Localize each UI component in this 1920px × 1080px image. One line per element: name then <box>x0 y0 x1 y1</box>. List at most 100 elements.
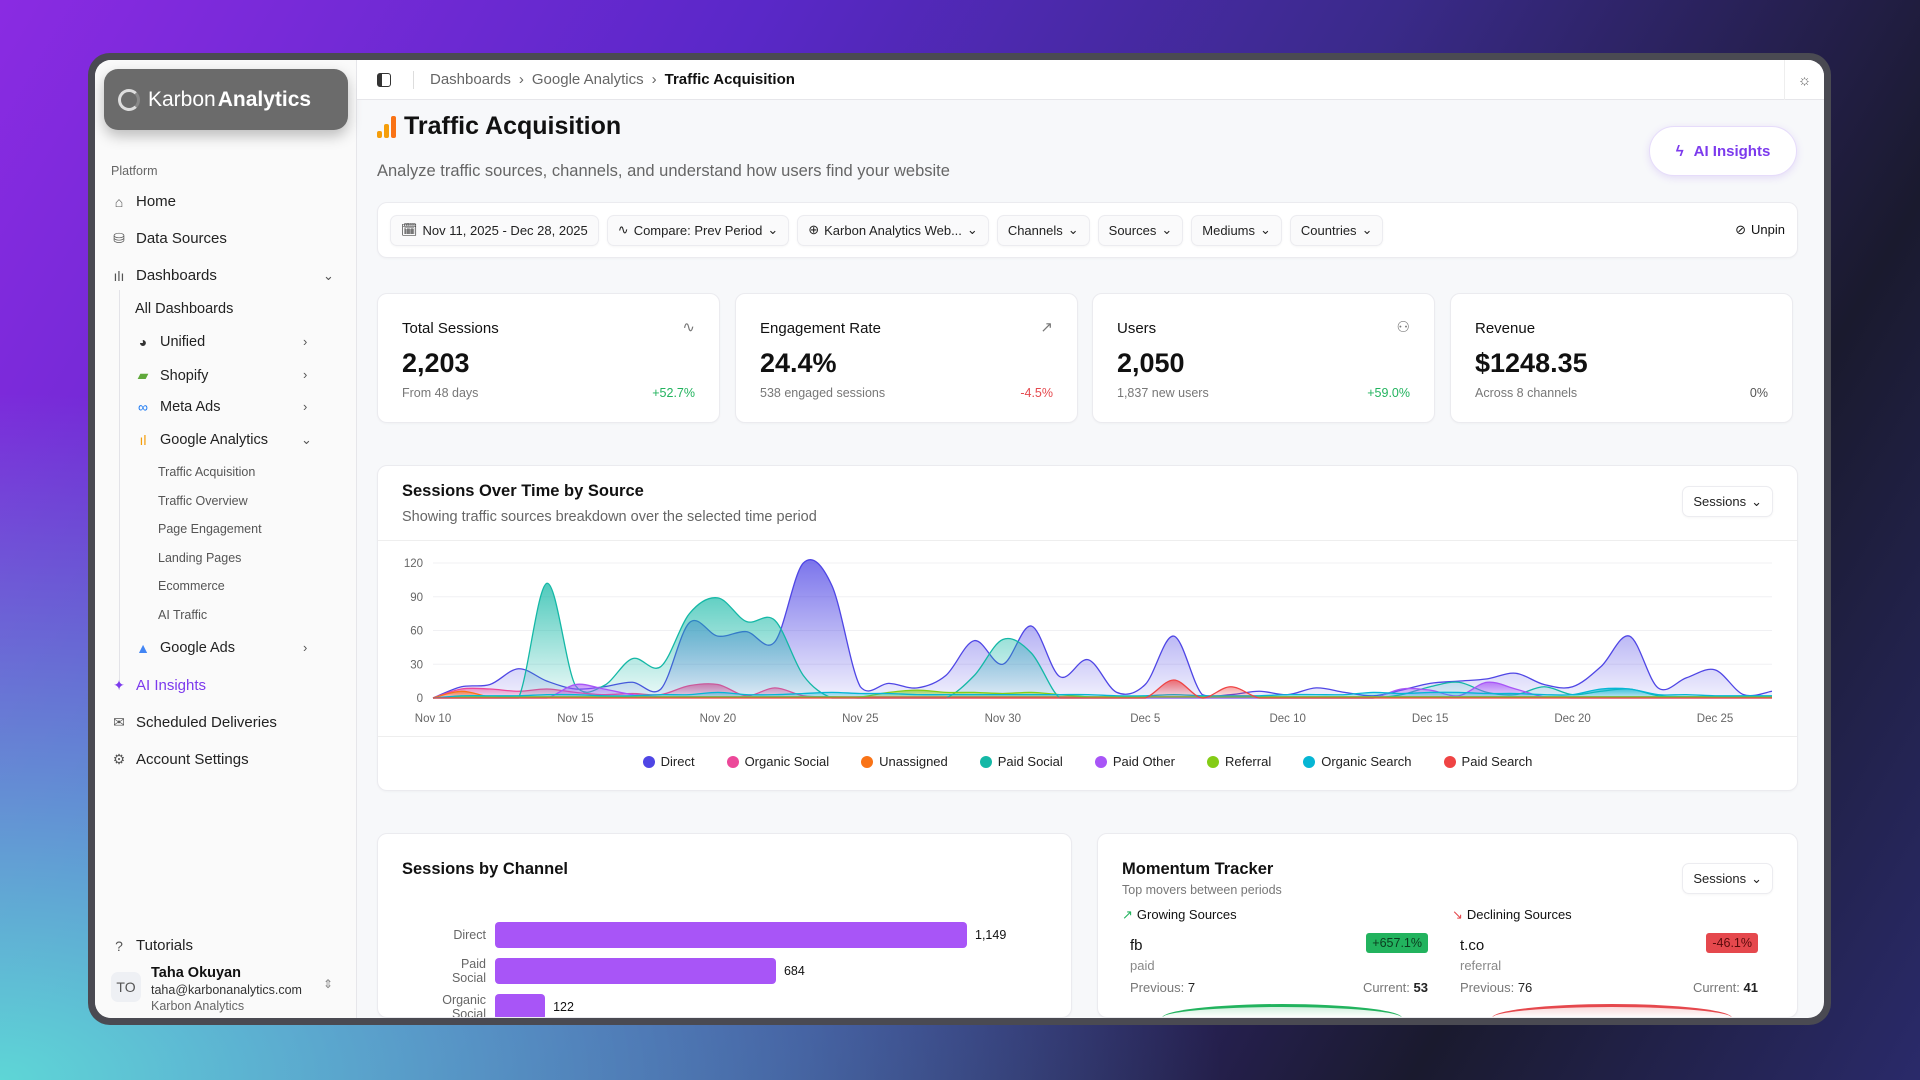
area-organic-search[interactable] <box>433 688 1772 698</box>
current-label: Current: <box>1362 980 1410 995</box>
unpin-button[interactable]: ⊘ Unpin <box>1735 222 1785 238</box>
sidebar-subitem-traffic-overview[interactable]: Traffic Overview <box>158 494 248 508</box>
legend-item[interactable]: Paid Search <box>1443 754 1533 769</box>
chart-legend: Direct Organic Social Unassigned Paid Socia… <box>378 754 1797 769</box>
y-tick-label: 60 <box>410 626 423 638</box>
card-subtitle: Top movers between periods <box>1122 883 1282 897</box>
sidebar-subitem-landing-pages[interactable]: Landing Pages <box>158 551 242 565</box>
chevron-right-icon[interactable]: › <box>303 334 308 349</box>
compare-select[interactable]: ∿ Compare: Prev Period ⌄ <box>606 214 790 246</box>
sidebar-item-dashboards[interactable]: ılı Dashboards <box>111 267 217 284</box>
breadcrumb-google-analytics[interactable]: Google Analytics <box>531 71 644 88</box>
activity-icon: ∿ <box>682 319 695 336</box>
sidebar-item-all-dashboards[interactable]: All Dashboards <box>135 301 233 317</box>
mover-item[interactable]: t.co referral -46.1% Previous: 76 Curren… <box>1460 933 1758 997</box>
sidebar-item-google-ads[interactable]: ▲ Google Ads <box>135 640 235 656</box>
kpi-value: 2,203 <box>402 348 470 378</box>
trend-declining-icon: ↘ <box>1452 907 1463 922</box>
mediums-label: Mediums <box>1202 222 1256 238</box>
kpi-title: Engagement Rate <box>760 320 881 337</box>
sidebar-item-meta-ads[interactable]: ∞ Meta Ads <box>135 399 220 415</box>
previous-label: Previous: <box>1130 980 1185 995</box>
countries-filter[interactable]: Countries ⌄ <box>1289 214 1384 246</box>
google-analytics-icon <box>377 115 396 138</box>
area-paid-social[interactable] <box>433 583 1772 698</box>
bar[interactable] <box>495 994 546 1017</box>
sidebar-subitem-page-engagement[interactable]: Page Engagement <box>158 522 262 536</box>
previous-label: Previous: <box>1460 980 1515 995</box>
property-select[interactable]: ⊕ Karbon Analytics Web... ⌄ <box>797 214 989 246</box>
brand-name-light: Karbon <box>148 87 216 111</box>
mover-delta-badge: -46.1% <box>1706 933 1758 953</box>
bar-category-label: Organic Social <box>442 993 486 1018</box>
property-label: Karbon Analytics Web... <box>824 222 962 238</box>
legend-item[interactable]: Direct <box>642 754 695 769</box>
metric-select[interactable]: Sessions ⌄ <box>1682 486 1773 517</box>
sidebar-item-label: All Dashboards <box>135 301 234 317</box>
sidebar-subitem-ecommerce[interactable]: Ecommerce <box>158 579 225 593</box>
sparkles-icon: ✦ <box>113 677 125 693</box>
sidebar-item-scheduled-deliveries[interactable]: ✉ Scheduled Deliveries <box>111 714 277 731</box>
mover-item[interactable]: fb paid +657.1% Previous: 7 Current: 53 <box>1130 933 1428 997</box>
legend-item[interactable]: Paid Other <box>1094 754 1175 769</box>
heading-label: Growing Sources <box>1136 907 1237 922</box>
sidebar-item-google-analytics[interactable]: ıl Google Analytics <box>135 432 269 448</box>
bar-category-label: Paid Social <box>451 957 486 985</box>
chevron-right-icon[interactable]: › <box>303 640 308 655</box>
sidebar-item-label: Account Settings <box>136 751 249 768</box>
mediums-filter[interactable]: Mediums ⌄ <box>1191 214 1282 246</box>
date-range-picker[interactable]: 🗓 Nov 11, 2025 - Dec 28, 2025 <box>390 214 599 246</box>
shopify-icon: ▰ <box>137 367 149 383</box>
sidebar-item-home[interactable]: ⌂ Home <box>111 193 176 210</box>
top-bar: Dashboards › Google Analytics › Traffic Ac… <box>357 60 1824 100</box>
legend-label: Paid Search <box>1461 754 1533 769</box>
declining-sparkline-arc <box>1492 1004 1732 1017</box>
sidebar-item-shopify[interactable]: ▰ Shopify <box>135 367 209 384</box>
breadcrumb-separator-icon: › <box>518 71 524 88</box>
sidebar-subitem-traffic-acquisition[interactable]: Traffic Acquisition <box>158 465 256 479</box>
legend-item[interactable]: Organic Search <box>1303 754 1412 769</box>
chevron-down-icon[interactable]: ⌄ <box>323 268 334 283</box>
sidebar-toggle-icon[interactable] <box>377 72 391 87</box>
legend-item[interactable]: Referral <box>1206 754 1271 769</box>
sidebar-item-tutorials[interactable]: ? Tutorials <box>111 937 193 954</box>
page-subtitle: Analyze traffic sources, channels, and u… <box>377 162 950 180</box>
legend-item[interactable]: Organic Social <box>726 754 829 769</box>
database-icon: ⛁ <box>113 230 125 246</box>
metric-select[interactable]: Sessions ⌄ <box>1682 863 1773 894</box>
ai-insights-button[interactable]: ϟ AI Insights <box>1649 126 1797 176</box>
current-label: Current: <box>1692 980 1740 995</box>
sidebar-subitem-ai-traffic[interactable]: AI Traffic <box>158 608 208 622</box>
x-tick-label: Nov 15 <box>557 713 593 725</box>
sidebar-item-label: Scheduled Deliveries <box>136 714 277 731</box>
breadcrumb-dashboards[interactable]: Dashboards <box>430 71 511 88</box>
brand-logo[interactable]: Karbon Analytics <box>104 69 348 130</box>
legend-swatch <box>1206 755 1219 768</box>
bar[interactable] <box>495 922 967 948</box>
chevron-down-icon: ⌄ <box>1751 493 1762 509</box>
sidebar-item-label: AI Insights <box>136 677 207 694</box>
sidebar-item-label: Google Analytics <box>160 432 269 448</box>
sidebar-item-data-sources[interactable]: ⛁ Data Sources <box>111 230 227 247</box>
theme-toggle-icon[interactable]: ☼ <box>1784 60 1824 100</box>
bar[interactable] <box>495 958 776 984</box>
y-tick-label: 90 <box>410 592 423 604</box>
sidebar-item-unified[interactable]: ◕ Unified <box>135 334 205 350</box>
zap-icon: ϟ <box>1675 142 1684 160</box>
channels-filter[interactable]: Channels ⌄ <box>996 214 1090 246</box>
x-tick-label: Dec 5 <box>1130 713 1160 725</box>
sidebar-item-account-settings[interactable]: ⚙ Account Settings <box>111 751 249 768</box>
sidebar-item-ai-insights[interactable]: ✦ AI Insights <box>111 677 206 694</box>
sources-filter[interactable]: Sources ⌄ <box>1097 214 1184 246</box>
legend-item[interactable]: Unassigned <box>861 754 948 769</box>
google-analytics-icon: ıl <box>139 432 147 448</box>
chevron-down-icon[interactable]: ⌄ <box>301 432 312 447</box>
x-tick-label: Dec 15 <box>1412 713 1448 725</box>
card-title: Momentum Tracker <box>1122 860 1274 878</box>
chevron-right-icon[interactable]: › <box>303 399 308 414</box>
chevron-right-icon[interactable]: › <box>303 367 308 382</box>
user-menu[interactable]: TO Taha Okuyan taha@karbonanalytics.com … <box>111 965 341 1015</box>
legend-swatch <box>1303 755 1316 768</box>
legend-item[interactable]: Paid Social <box>979 754 1063 769</box>
sidebar-item-label: Data Sources <box>136 230 227 247</box>
